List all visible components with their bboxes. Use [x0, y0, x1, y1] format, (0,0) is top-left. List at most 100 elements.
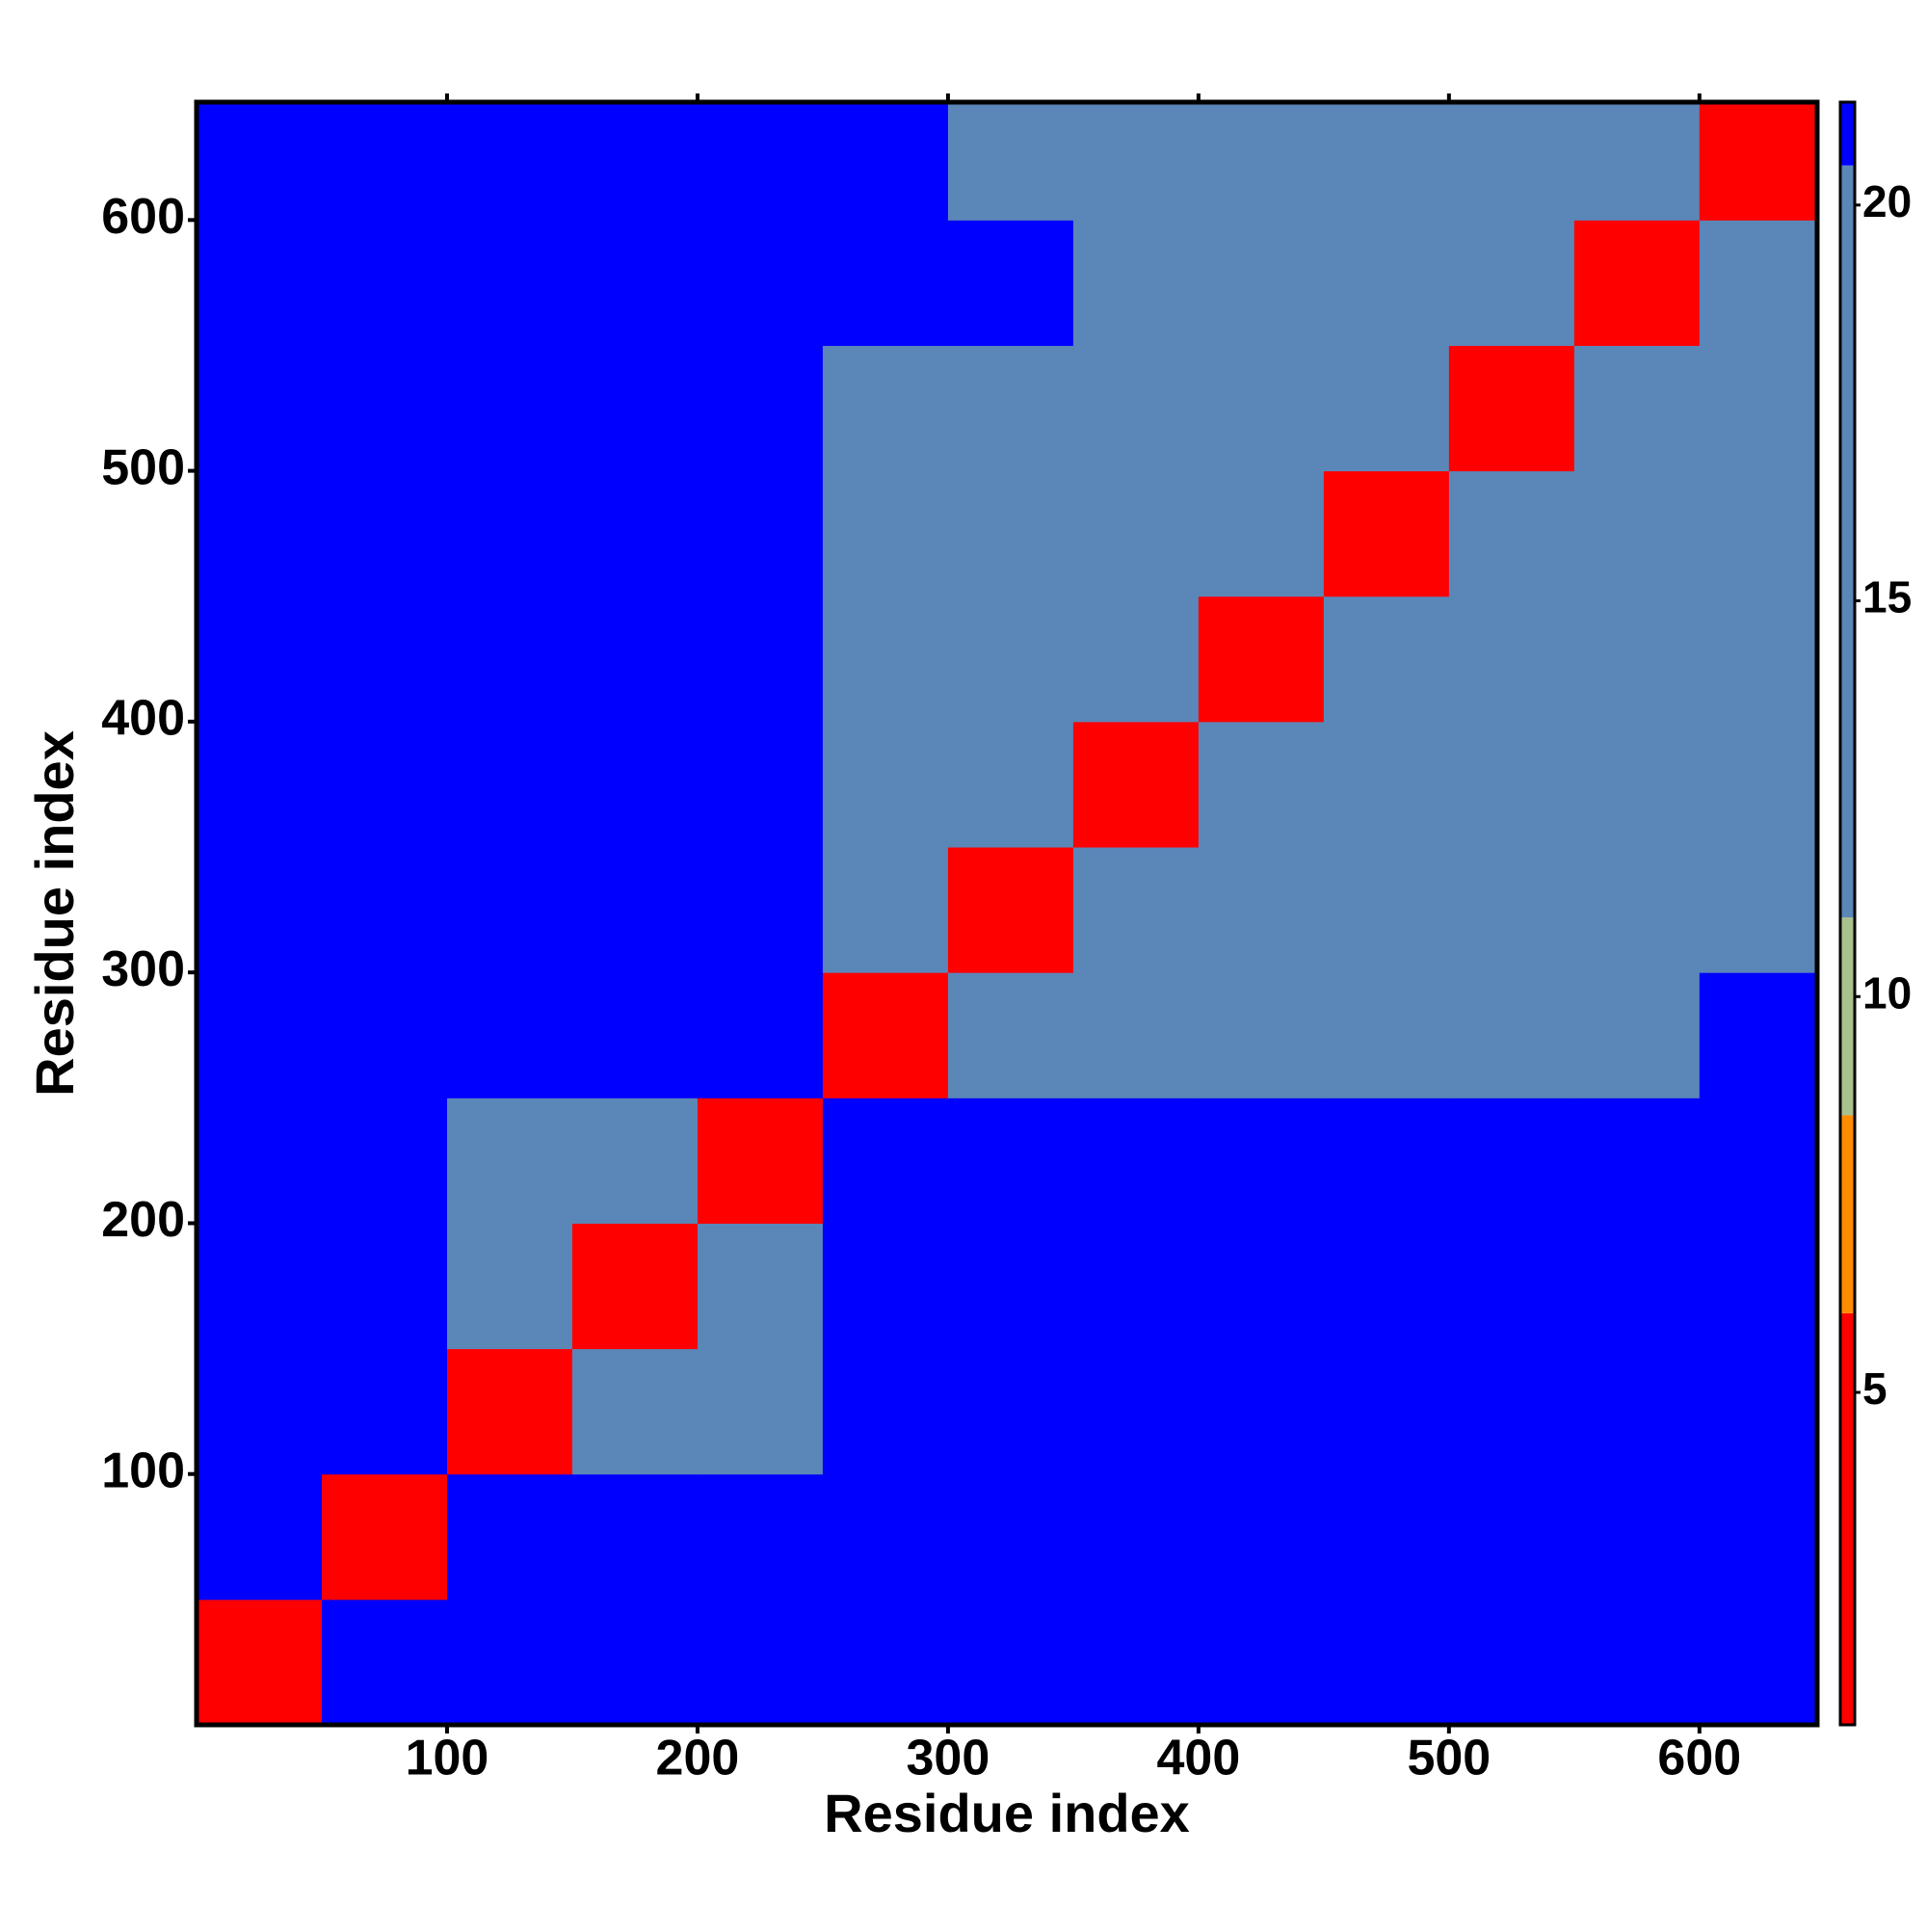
heatmap-cell — [571, 1599, 699, 1725]
y-tick-label: 500 — [101, 439, 185, 495]
heatmap-cell — [446, 102, 573, 221]
heatmap-cell — [1323, 595, 1450, 723]
heatmap-cell — [571, 847, 699, 973]
colorbar-band — [1840, 1312, 1855, 1725]
heatmap-cell — [571, 345, 699, 472]
heatmap-cell — [446, 1599, 573, 1725]
heatmap-cell — [1448, 972, 1575, 1098]
heatmap-cell — [197, 102, 323, 221]
heatmap-cell — [1573, 847, 1701, 973]
heatmap-cell — [1699, 1473, 1817, 1601]
heatmap-cell — [321, 595, 448, 723]
heatmap-cell — [1198, 345, 1325, 472]
heatmap-cells — [197, 102, 1817, 1725]
heatmap-cell — [1699, 847, 1817, 973]
heatmap-cell — [571, 595, 699, 723]
heatmap-cell — [446, 1348, 573, 1475]
heatmap-cell — [321, 470, 448, 597]
heatmap-cell — [822, 1223, 949, 1350]
heatmap-cell — [822, 847, 949, 973]
heatmap-cell — [1448, 345, 1575, 472]
heatmap-cell — [1448, 1473, 1575, 1601]
heatmap-cell — [321, 1473, 448, 1601]
heatmap-cell — [1573, 1223, 1701, 1350]
heatmap-cell — [571, 1223, 699, 1350]
heatmap-cell — [197, 1348, 323, 1475]
colorbar-tick-label: 15 — [1862, 572, 1912, 622]
heatmap-cell — [197, 847, 323, 973]
heatmap-cell — [1072, 1473, 1200, 1601]
heatmap-cell — [1448, 1348, 1575, 1475]
heatmap-cell — [1699, 220, 1817, 346]
x-tick-label: 100 — [406, 1731, 489, 1786]
heatmap-cell — [1198, 972, 1325, 1098]
heatmap-cell — [197, 721, 323, 848]
heatmap-cell — [822, 1098, 949, 1224]
heatmap-cell — [1198, 847, 1325, 973]
heatmap-cell — [697, 1098, 824, 1224]
heatmap-cell — [1573, 220, 1701, 346]
x-tick-label: 300 — [907, 1731, 990, 1786]
heatmap-cell — [1198, 595, 1325, 723]
heatmap-cell — [947, 1098, 1074, 1224]
heatmap-cell — [446, 595, 573, 723]
heatmap-cell — [1072, 1348, 1200, 1475]
heatmap-cell — [1198, 1473, 1325, 1601]
heatmap-cell — [697, 470, 824, 597]
heatmap-cell — [1323, 345, 1450, 472]
heatmap-cell — [822, 220, 949, 346]
heatmap-cell — [697, 1223, 824, 1350]
heatmap-cell — [1072, 102, 1200, 221]
colorbar-band — [1840, 1115, 1855, 1313]
heatmap-cell — [321, 721, 448, 848]
heatmap-cell — [571, 1473, 699, 1601]
heatmap-cell — [697, 102, 824, 221]
heatmap-cell — [947, 345, 1074, 472]
heatmap-cell — [321, 1348, 448, 1475]
x-tick-label: 600 — [1657, 1731, 1741, 1786]
heatmap-cell — [822, 470, 949, 597]
heatmap-cell — [697, 1473, 824, 1601]
heatmap-cell — [571, 972, 699, 1098]
heatmap-cell — [197, 470, 323, 597]
heatmap-cell — [197, 1473, 323, 1601]
heatmap-cell — [1072, 721, 1200, 848]
heatmap-cell — [446, 721, 573, 848]
x-axis-title: Residue index — [824, 1783, 1190, 1843]
heatmap-cell — [1573, 972, 1701, 1098]
heatmap-cell — [947, 972, 1074, 1098]
heatmap-cell — [697, 595, 824, 723]
colorbar-band — [1840, 165, 1855, 918]
heatmap-cell — [1699, 1098, 1817, 1224]
heatmap-cell — [947, 847, 1074, 973]
heatmap-cell — [1323, 721, 1450, 848]
heatmap-cell — [1699, 1599, 1817, 1725]
heatmap-cell — [697, 1348, 824, 1475]
heatmap-cell — [1699, 102, 1817, 221]
x-tick-label: 400 — [1156, 1731, 1240, 1786]
heatmap-cell — [1323, 220, 1450, 346]
x-tick-label: 500 — [1407, 1731, 1491, 1786]
y-axis-title: Residue index — [24, 730, 85, 1097]
colorbar-tick-label: 5 — [1862, 1363, 1887, 1414]
heatmap-cell — [1072, 847, 1200, 973]
heatmap-cell — [197, 1599, 323, 1725]
heatmap-cell — [1573, 1473, 1701, 1601]
heatmap-cell — [947, 721, 1074, 848]
heatmap-cell — [1573, 345, 1701, 472]
heatmap-cell — [1198, 470, 1325, 597]
heatmap-cell — [697, 345, 824, 472]
heatmap-cell — [1072, 220, 1200, 346]
heatmap-cell — [1323, 1223, 1450, 1350]
heatmap-cell — [321, 847, 448, 973]
heatmap-cell — [197, 220, 323, 346]
y-tick-label: 300 — [101, 941, 185, 997]
heatmap-cell — [822, 721, 949, 848]
heatmap-cell — [1323, 1348, 1450, 1475]
heatmap-cell — [1198, 721, 1325, 848]
heatmap-cell — [1448, 721, 1575, 848]
heatmap-cell — [1699, 1223, 1817, 1350]
heatmap-cell — [947, 102, 1074, 221]
heatmap-cell — [446, 1473, 573, 1601]
